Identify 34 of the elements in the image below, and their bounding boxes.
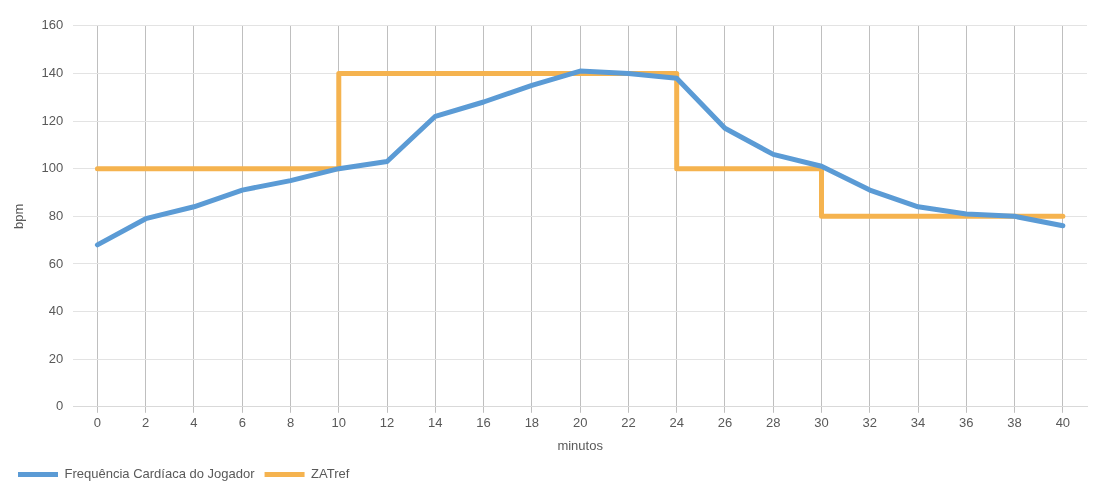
x-tick-label: 4 (190, 415, 198, 431)
y-tick-label: 40 (48, 303, 64, 319)
x-tick-label: 14 (428, 415, 443, 431)
x-tick-label: 18 (524, 415, 540, 431)
y-axis-title: bpm (11, 203, 27, 229)
y-tick-label: 140 (41, 65, 64, 80)
y-tick-label: 120 (41, 112, 64, 128)
y-tick-label: 20 (48, 350, 64, 366)
x-tick-label: 2 (142, 415, 150, 431)
x-tick-label: 28 (766, 415, 781, 431)
x-tick-label: 22 (621, 415, 636, 431)
x-tick-label: 6 (238, 415, 246, 431)
x-tick-label: 20 (572, 415, 588, 431)
y-tick-label: 60 (48, 255, 64, 271)
y-tick-label: 100 (41, 160, 64, 176)
x-tick-label: 16 (476, 415, 491, 431)
x-tick-label: 40 (1055, 415, 1071, 431)
y-tick-label: 160 (41, 17, 64, 33)
x-tick-label: 32 (862, 415, 878, 431)
x-tick-label: 38 (1007, 415, 1022, 431)
legend-label: ZATref (311, 466, 350, 482)
y-tick-label: 0 (56, 398, 64, 414)
x-tick-label: 36 (959, 415, 974, 431)
x-tick-label: 26 (717, 415, 733, 431)
x-tick-label: 34 (910, 415, 926, 431)
x-tick-label: 12 (379, 415, 395, 431)
x-tick-label: 10 (331, 415, 347, 431)
x-tick-label: 0 (93, 415, 102, 431)
x-tick-label: 8 (286, 415, 295, 431)
x-axis-title: minutos (557, 437, 604, 453)
x-tick-label: 30 (814, 415, 829, 431)
legend-label: Frequência Cardíaca do Jogador (64, 466, 256, 482)
y-tick-label: 80 (48, 207, 64, 223)
x-tick-label: 24 (669, 415, 684, 431)
